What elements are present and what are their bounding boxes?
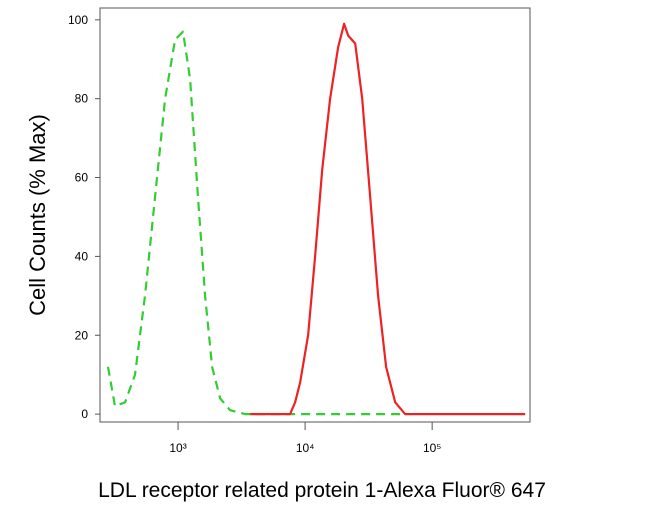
x-axis-label: LDL receptor related protein 1-Alexa Flu… bbox=[98, 479, 546, 502]
y-tick-label: 20 bbox=[75, 328, 89, 342]
y-tick-label: 80 bbox=[75, 92, 89, 106]
series-line bbox=[250, 22, 526, 416]
y-axis-label: Cell Counts (% Max) bbox=[25, 114, 50, 316]
y-tick-label: 100 bbox=[68, 13, 88, 27]
series-line bbox=[106, 30, 401, 416]
plot-frame bbox=[99, 7, 531, 423]
x-tick-label: 10⁴ bbox=[296, 441, 315, 455]
x-tick-label: 10³ bbox=[169, 441, 186, 455]
x-tick-label: 10⁵ bbox=[423, 441, 441, 455]
y-tick-label: 0 bbox=[81, 407, 88, 421]
y-tick-label: 40 bbox=[75, 249, 89, 263]
y-tick-label: 60 bbox=[75, 171, 89, 185]
